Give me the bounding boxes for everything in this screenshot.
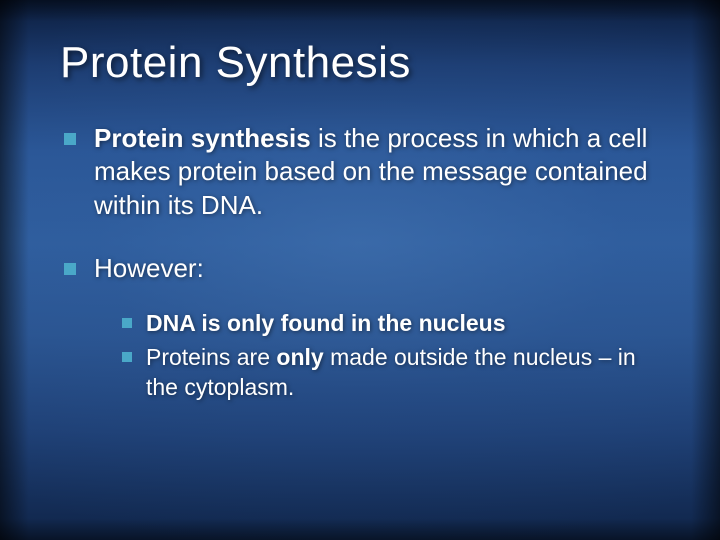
- sub-bullet-item: Proteins are only made outside the nucle…: [122, 343, 672, 403]
- slide-title: Protein Synthesis: [60, 38, 672, 88]
- slide-content: Protein synthesis is the process in whic…: [60, 122, 672, 403]
- sub-bullet-list: DNA is only found in the nucleus Protein…: [64, 309, 672, 403]
- bullet-item: Protein synthesis is the process in whic…: [64, 122, 672, 222]
- bullet-text: However:: [94, 252, 204, 285]
- bullet-item: However:: [64, 252, 672, 285]
- bullet-text: Protein synthesis is the process in whic…: [94, 122, 672, 222]
- sub-bullet-item: DNA is only found in the nucleus: [122, 309, 672, 339]
- square-bullet-icon: [64, 133, 76, 145]
- sub-bullet-text: Proteins are only made outside the nucle…: [146, 343, 672, 403]
- slide: Protein Synthesis Protein synthesis is t…: [0, 0, 720, 540]
- sub-bullet-text: DNA is only found in the nucleus: [146, 309, 506, 339]
- square-bullet-icon: [64, 263, 76, 275]
- square-bullet-icon: [122, 318, 132, 328]
- square-bullet-icon: [122, 352, 132, 362]
